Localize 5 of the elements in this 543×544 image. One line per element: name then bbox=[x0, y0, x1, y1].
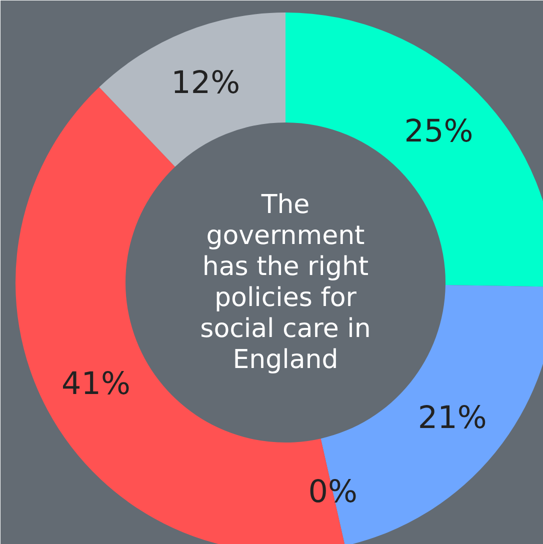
text: The government has the right policies for social care in England bbox=[200, 190, 371, 375]
data-label: 21% bbox=[418, 400, 487, 436]
data-label: 41% bbox=[62, 366, 130, 402]
data-label: 25% bbox=[404, 114, 474, 150]
data-label: 12% bbox=[171, 64, 240, 101]
